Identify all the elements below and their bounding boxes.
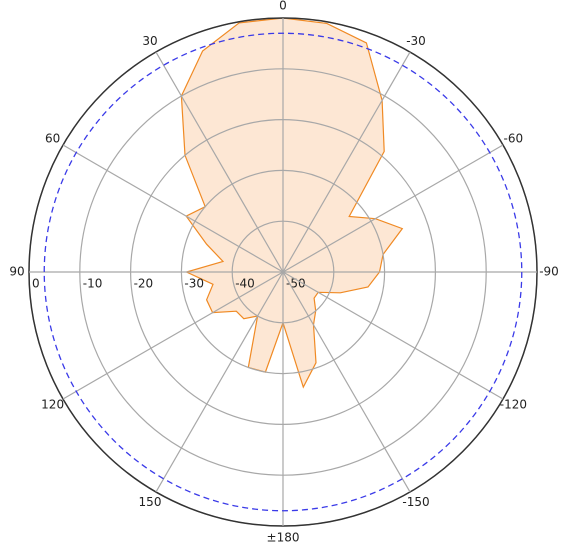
theta-tick-label: 30 [142, 34, 157, 48]
spoke [282, 51, 411, 273]
theta-tick-label: 0 [279, 0, 287, 13]
theta-tick-label: 120 [41, 398, 64, 412]
theta-tick-label: -30 [406, 34, 426, 48]
theta-tick-label: -120 [500, 398, 527, 412]
theta-tick-label: 150 [139, 495, 162, 509]
spoke [282, 271, 411, 493]
spoke [62, 271, 284, 400]
r-tick-label: -40 [235, 277, 255, 291]
spoke [282, 144, 504, 273]
theta-tick-label: 90 [9, 265, 24, 279]
reference-circle [43, 32, 523, 512]
theta-tick-label: 60 [45, 132, 60, 146]
theta-tick-label: -90 [539, 265, 559, 279]
spoke [155, 271, 284, 493]
spoke [62, 144, 284, 273]
theta-tick-label: ±180 [267, 531, 300, 545]
spoke [155, 51, 284, 273]
r-tick-label: -50 [286, 277, 306, 291]
pattern [180, 17, 404, 389]
spoke [282, 271, 504, 400]
r-tick-label: -30 [184, 277, 204, 291]
r-tick-label: -20 [134, 277, 154, 291]
theta-tick-label: -150 [402, 495, 429, 509]
r-tick-label: -10 [83, 277, 103, 291]
r-tick-label: 0 [32, 277, 40, 291]
theta-tick-label: -60 [504, 132, 524, 146]
